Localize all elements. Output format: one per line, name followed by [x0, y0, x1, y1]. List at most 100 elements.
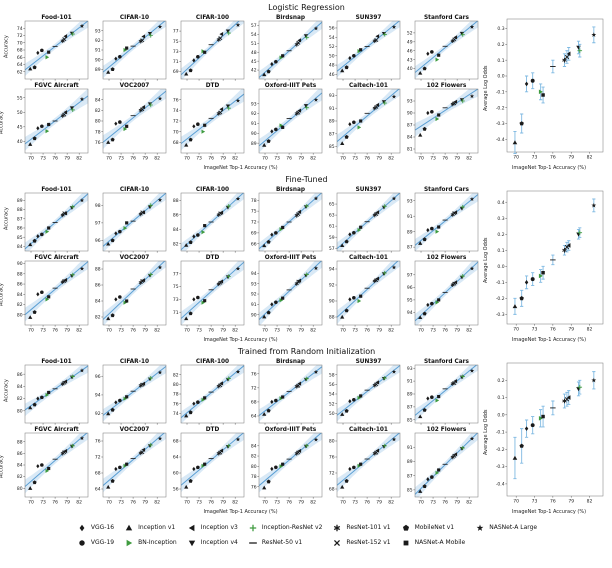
legend-label: NASNet-A Mobile — [414, 539, 466, 546]
data-point-Inception v1 — [512, 304, 518, 309]
scatter-plot-VOC2007: VOC2007 76 78 80 82 84 70 73 76 79 82 — [95, 83, 167, 162]
data-point-MobileNet v1 — [32, 136, 37, 141]
svg-text:Birdsnap: Birdsnap — [276, 359, 305, 365]
svg-text:85: 85 — [329, 144, 335, 150]
data-point-MobileNet v1 — [110, 67, 115, 72]
svg-text:93: 93 — [407, 366, 413, 372]
trend-band — [337, 21, 400, 78]
data-point-Inception-ResNet v2 — [148, 442, 153, 448]
legend-label: MobileNet v1 — [414, 524, 455, 531]
data-point-MobileNet v1 — [110, 478, 115, 483]
svg-text:80: 80 — [251, 464, 257, 470]
scatter-cell-FGVC Aircraft: FGVC Aircraft 40 45 50 55 70 73 76 79 82 — [12, 81, 90, 165]
legend-item-nasnet-a-mobile: NASNet-A Mobile — [400, 535, 466, 550]
data-point-NASNet-A Large — [157, 96, 163, 101]
data-point-Inception v3 — [375, 276, 380, 281]
svg-text:79: 79 — [568, 155, 574, 161]
svg-text:98: 98 — [95, 203, 101, 209]
data-point-VGG-19 — [196, 465, 200, 470]
svg-text:VOC2007: VOC2007 — [120, 83, 150, 89]
svg-text:-0.1: -0.1 — [496, 430, 505, 436]
svg-text:91: 91 — [251, 121, 257, 127]
svg-text:CIFAR-10: CIFAR-10 — [120, 15, 149, 21]
svg-text:70: 70 — [340, 328, 346, 334]
svg-text:Stanford Cars: Stanford Cars — [424, 359, 470, 365]
svg-text:82: 82 — [388, 156, 394, 162]
legend-label: VGG-16 — [90, 524, 115, 531]
svg-text:40: 40 — [17, 139, 23, 145]
data-point-VGG-19 — [40, 395, 44, 400]
data-point-NASNet-A Mobile — [437, 53, 441, 57]
data-point-ResNet-152 v1 — [296, 110, 301, 115]
trend-band — [25, 89, 88, 151]
scatter-plot-CIFAR-10: CIFAR-10 92 94 96 — [95, 359, 167, 425]
svg-text:79: 79 — [142, 328, 148, 334]
data-point-BN-Inception — [279, 55, 284, 60]
svg-text:90: 90 — [407, 111, 413, 117]
data-point-Inception v1 — [418, 414, 423, 419]
svg-text:73: 73 — [430, 328, 436, 334]
svg-text:64: 64 — [17, 62, 23, 68]
svg-text:91: 91 — [329, 106, 335, 112]
data-point-Inception v3 — [63, 211, 68, 216]
scatter-cell-Caltech-101: Caltech-101 68 72 76 80 70 73 76 79 82 — [324, 425, 402, 509]
svg-text:72: 72 — [17, 33, 23, 39]
data-point-Inception v1 — [340, 68, 345, 73]
svg-text:46: 46 — [407, 48, 413, 54]
data-point-ResNet-152 v1 — [564, 54, 570, 60]
data-point-ResNet-152 v1 — [218, 280, 223, 285]
svg-text:SUN397: SUN397 — [356, 359, 382, 365]
scatter-plot-Stanford Cars: Stanford Cars 85 87 89 91 93 — [407, 359, 479, 425]
legend-item-vgg-19: VGG-19 — [76, 535, 114, 550]
svg-text:-0.1: -0.1 — [496, 280, 505, 286]
scatter-cell-Caltech-101: Caltech-101 88 90 92 94 70 73 76 79 82 — [324, 253, 402, 337]
data-point-MobileNet v1 — [422, 311, 427, 316]
legend-item-nasnet-a-large: NASNet-A Large — [474, 520, 537, 535]
data-point-Inception-ResNet v2 — [460, 273, 465, 279]
avg-y-axis-label: Average Log Odds — [483, 237, 489, 283]
scatter-plot-102 Flowers: 102 Flowers 81 84 87 90 93 70 73 76 79 82 — [407, 83, 479, 162]
avg-plot-wrap: Average Log Odds -0.4 -0.3 -0.2 -0.1 0.0 0.1 0… — [482, 357, 608, 517]
svg-text:73: 73 — [532, 155, 538, 161]
data-point-Inception-ResNet v2 — [148, 33, 153, 38]
svg-text:50: 50 — [329, 53, 335, 59]
svg-text:86: 86 — [17, 282, 23, 288]
data-point-BN-Inception — [201, 463, 206, 468]
scatter-cell-102 Flowers: 102 Flowers 94 95 96 97 70 73 76 79 82 — [402, 253, 480, 337]
svg-text:66: 66 — [251, 241, 257, 247]
svg-text:77: 77 — [173, 29, 179, 35]
svg-text:88: 88 — [329, 315, 335, 321]
scatter-plot-Oxford-IIIT Pets: Oxford-IIIT Pets 76 78 80 82 84 70 73 76 79 82 — [251, 427, 323, 506]
svg-text:84: 84 — [17, 292, 23, 298]
scatter-plot-Caltech-101: Caltech-101 68 72 76 80 70 73 76 79 82 — [329, 427, 401, 506]
svg-text:93: 93 — [407, 99, 413, 105]
svg-text:78: 78 — [251, 474, 257, 480]
svg-text:82: 82 — [466, 156, 472, 162]
data-point-NASNet-A Mobile — [359, 225, 363, 229]
data-point-VGG-16 — [426, 51, 430, 56]
data-point-ResNet-101 v1 — [294, 42, 299, 47]
data-point-BN-Inception — [45, 468, 50, 473]
data-point-VGG-16 — [270, 62, 274, 67]
scatter-cell-VOC2007: VOC2007 76 78 80 82 84 70 73 76 79 82 — [90, 81, 168, 165]
svg-text:54: 54 — [329, 35, 335, 41]
svg-text:72: 72 — [251, 385, 257, 391]
data-point-BN-Inception — [357, 227, 362, 233]
data-point-NASNet-A Mobile — [281, 54, 285, 58]
svg-text:57: 57 — [329, 246, 335, 252]
data-point-NASNet-A Mobile — [437, 395, 441, 399]
svg-text:69: 69 — [251, 230, 257, 236]
data-point-Inception-ResNet v2 — [148, 375, 153, 381]
data-point-ResNet-101 v1 — [294, 281, 299, 286]
data-point-VGG-19 — [352, 230, 356, 235]
data-point-Inception v1 — [28, 405, 33, 410]
data-point-NASNet-A Mobile — [47, 295, 51, 299]
data-point-VGG-19 — [352, 398, 356, 402]
scatter-plot-Oxford-IIIT Pets: Oxford-IIIT Pets 90 91 92 93 94 70 73 76 79 82 — [251, 255, 323, 334]
svg-text:92: 92 — [95, 411, 101, 417]
data-point-NASNet-A Mobile — [203, 224, 207, 228]
svg-text:92: 92 — [95, 38, 101, 44]
data-point-Inception v3 — [297, 381, 302, 386]
svg-text:76: 76 — [329, 455, 335, 461]
svg-text:-0.1: -0.1 — [496, 89, 505, 95]
